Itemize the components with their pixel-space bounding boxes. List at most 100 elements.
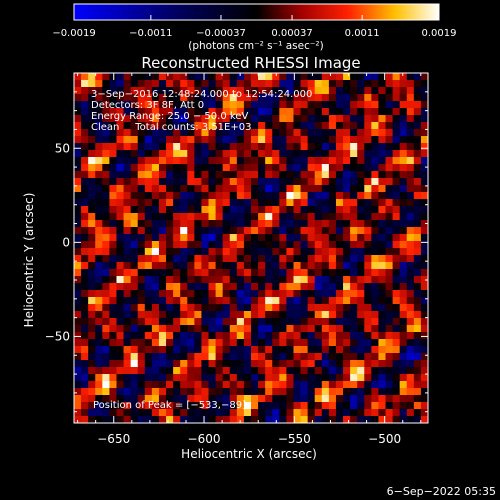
heatmap-cell (328, 297, 337, 305)
heatmap-cell (109, 374, 117, 382)
heatmap-cell (413, 346, 422, 354)
heatmap-cell (130, 290, 139, 298)
heatmap-cell (279, 108, 287, 116)
heatmap-cell (187, 213, 195, 221)
heatmap-cell (201, 150, 209, 158)
heatmap-cell (385, 269, 393, 277)
heatmap-cell (222, 346, 231, 354)
heatmap-cell (314, 122, 323, 130)
heatmap-cell (208, 304, 216, 312)
heatmap-cell (251, 80, 259, 88)
heatmap-cell (413, 199, 422, 207)
heatmap-cell (151, 213, 160, 221)
heatmap-cell (258, 234, 266, 242)
heatmap-cell (201, 220, 209, 228)
heatmap-cell (208, 136, 216, 144)
heatmap-cell (158, 220, 167, 228)
heatmap-cell (194, 262, 202, 270)
heatmap-cell (236, 73, 245, 81)
heatmap-cell (222, 94, 231, 102)
heatmap-cell (229, 178, 238, 186)
heatmap-cell (88, 248, 96, 256)
heatmap-cell (272, 129, 280, 137)
heatmap-cell (420, 346, 428, 354)
heatmap-cell (364, 353, 372, 361)
heatmap-cell (399, 199, 408, 207)
heatmap-cell (222, 101, 231, 109)
heatmap-cell (116, 185, 124, 193)
heatmap-cell (286, 129, 294, 137)
heatmap-cell (357, 367, 365, 375)
heatmap-cell (130, 297, 139, 305)
heatmap-cell (102, 360, 110, 368)
heatmap-cell (88, 353, 96, 361)
heatmap-cell (300, 171, 309, 179)
heatmap-cell (144, 164, 153, 172)
heatmap-cell (123, 234, 132, 242)
heatmap-cell (321, 213, 330, 221)
heatmap-cell (357, 318, 365, 326)
heatmap-cell (300, 304, 309, 312)
heatmap-cell (208, 185, 216, 193)
heatmap-cell (144, 94, 153, 102)
heatmap-cell (180, 234, 188, 242)
heatmap-cell (392, 234, 401, 242)
heatmap-cell (116, 318, 124, 326)
heatmap-cell (343, 395, 351, 403)
heatmap-cell (314, 381, 323, 389)
heatmap-cell (392, 339, 401, 347)
heatmap-cell (286, 199, 294, 207)
heatmap-cell (321, 178, 330, 186)
heatmap-cell (201, 297, 209, 305)
heatmap-cell (413, 374, 422, 382)
heatmap-cell (258, 276, 266, 284)
heatmap-cell (88, 80, 96, 88)
heatmap-cell (399, 80, 408, 88)
heatmap-cell (399, 381, 408, 389)
heatmap-cell (201, 122, 209, 130)
heatmap-cell (201, 157, 209, 165)
heatmap-cell (158, 283, 167, 291)
heatmap-cell (364, 255, 372, 263)
heatmap-cell (364, 185, 372, 193)
heatmap-cell (378, 213, 386, 221)
heatmap-cell (251, 206, 259, 214)
heatmap-cell (293, 129, 301, 137)
heatmap-cell (236, 311, 245, 319)
heatmap-cell (335, 150, 344, 158)
heatmap-cell (385, 262, 393, 270)
heatmap-cell (194, 353, 202, 361)
heatmap-cell (74, 206, 82, 214)
heatmap-cell (314, 241, 323, 249)
heatmap-cell (328, 178, 337, 186)
heatmap-cell (265, 346, 273, 354)
heatmap-cell (258, 318, 266, 326)
heatmap-cell (385, 150, 393, 158)
heatmap-cell (350, 304, 358, 312)
heatmap-cell (74, 129, 82, 137)
heatmap-cell (144, 143, 153, 151)
heatmap-cell (222, 73, 231, 81)
heatmap-cell (378, 374, 386, 382)
heatmap-cell (180, 185, 188, 193)
heatmap-cell (88, 143, 96, 151)
heatmap-cell (243, 297, 252, 305)
heatmap-cell (173, 388, 181, 396)
heatmap-cell (144, 332, 153, 340)
heatmap-cell (137, 150, 146, 158)
heatmap-cell (208, 276, 216, 284)
heatmap-cell (279, 318, 287, 326)
heatmap-cell (371, 157, 379, 165)
heatmap-cell (236, 192, 245, 200)
heatmap-cell (300, 311, 309, 319)
heatmap-cell (251, 101, 259, 109)
heatmap-cell (95, 206, 103, 214)
heatmap-cell (236, 206, 245, 214)
heatmap-cell (350, 108, 358, 116)
heatmap-cell (81, 311, 89, 319)
heatmap-cell (88, 157, 96, 165)
heatmap-cell (413, 367, 422, 375)
heatmap-cell (229, 164, 238, 172)
heatmap-cell (151, 297, 160, 305)
heatmap-cell (392, 381, 401, 389)
